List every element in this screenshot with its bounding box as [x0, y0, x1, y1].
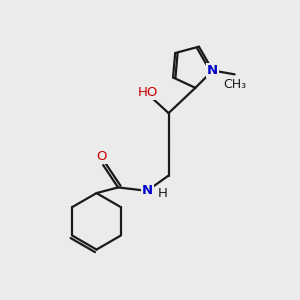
Text: CH₃: CH₃	[223, 78, 246, 91]
Text: H: H	[158, 187, 168, 200]
Text: O: O	[97, 150, 107, 163]
Text: N: N	[142, 184, 153, 197]
Text: N: N	[207, 64, 218, 77]
Text: HO: HO	[138, 86, 158, 99]
